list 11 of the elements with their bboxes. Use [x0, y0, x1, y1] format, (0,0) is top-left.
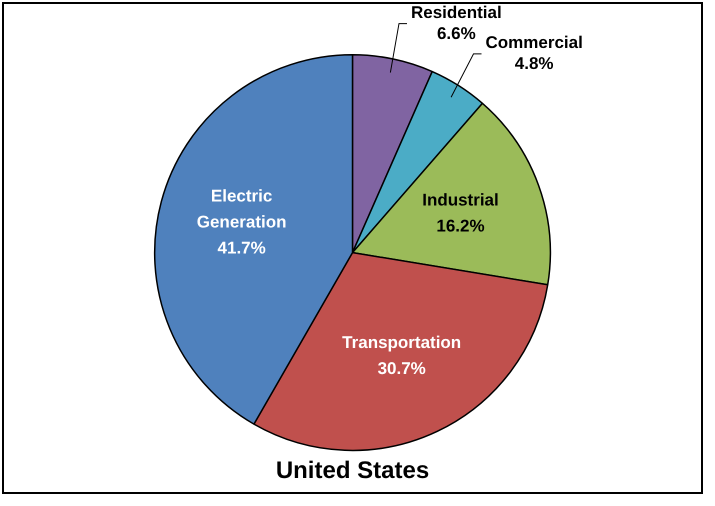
slice-label: Residential	[410, 2, 502, 22]
slice-label: Transportation	[342, 332, 462, 352]
slice-label: Industrial	[422, 190, 499, 210]
data-label: 16.2%	[436, 216, 485, 236]
text: United States	[276, 457, 430, 484]
slice-label: Commercial	[486, 33, 583, 52]
slice-label: Electric Generation	[196, 186, 286, 232]
data-label: 6.6%	[436, 24, 476, 43]
data-label: 4.8%	[514, 54, 554, 74]
data-label: 30.7%	[378, 358, 426, 378]
data-label: 41.7%	[218, 238, 266, 258]
